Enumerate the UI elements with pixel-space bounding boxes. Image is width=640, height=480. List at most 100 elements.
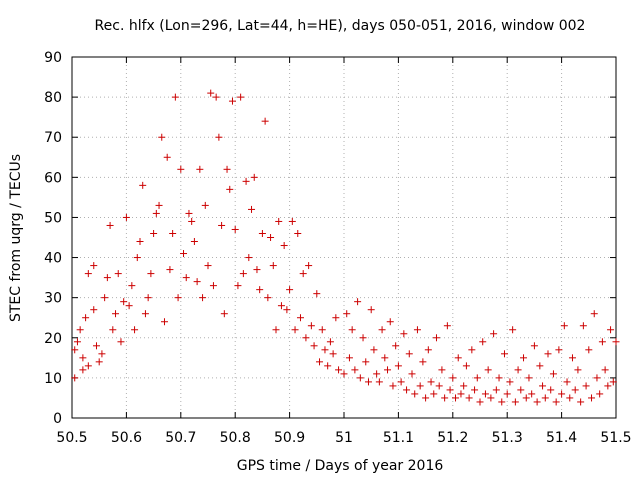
data-point xyxy=(76,326,84,334)
data-point xyxy=(79,354,87,362)
data-point xyxy=(345,354,353,362)
data-point xyxy=(103,274,111,282)
data-point xyxy=(158,133,166,141)
data-point xyxy=(571,386,579,394)
data-point xyxy=(558,390,566,398)
data-point xyxy=(250,173,258,181)
data-point xyxy=(98,350,106,358)
data-point xyxy=(163,153,171,161)
data-point xyxy=(585,346,593,354)
data-point xyxy=(196,165,204,173)
data-point xyxy=(141,310,149,318)
data-point xyxy=(321,346,329,354)
data-point xyxy=(351,366,359,374)
x-tick-label: 51.3 xyxy=(492,430,523,446)
data-point xyxy=(101,294,109,302)
data-point xyxy=(318,326,326,334)
y-axis-ticks: 0 10 20 30 40 50 60 70 80 90 xyxy=(44,50,616,427)
data-point xyxy=(180,250,188,258)
data-point xyxy=(601,366,609,374)
data-point xyxy=(71,346,79,354)
data-point xyxy=(413,326,421,334)
data-point xyxy=(131,326,139,334)
data-point xyxy=(324,362,332,370)
data-point xyxy=(566,394,574,402)
x-tick-label: 50.5 xyxy=(56,430,87,446)
x-tick-label: 50.7 xyxy=(165,430,196,446)
data-point xyxy=(509,326,517,334)
data-point xyxy=(416,382,424,390)
data-point xyxy=(375,378,383,386)
data-point xyxy=(432,334,440,342)
data-point xyxy=(552,398,560,406)
data-point xyxy=(364,378,372,386)
data-point xyxy=(160,318,168,326)
data-point xyxy=(362,358,370,366)
data-point xyxy=(506,378,514,386)
data-point xyxy=(109,326,117,334)
data-point xyxy=(239,270,247,278)
data-point xyxy=(190,238,198,246)
data-point xyxy=(150,229,158,237)
data-point xyxy=(568,354,576,362)
data-point xyxy=(348,326,356,334)
data-point xyxy=(468,346,476,354)
data-point xyxy=(174,294,182,302)
data-point xyxy=(128,282,136,290)
data-point xyxy=(182,274,190,282)
data-point xyxy=(114,270,122,278)
data-point xyxy=(212,93,220,101)
data-point xyxy=(90,262,98,270)
data-point xyxy=(498,398,506,406)
data-point xyxy=(449,374,457,382)
data-point xyxy=(277,302,285,310)
data-point xyxy=(245,254,253,262)
data-point xyxy=(177,165,185,173)
x-tick-label: 51.1 xyxy=(383,430,414,446)
data-point xyxy=(253,266,261,274)
y-tick-label: 20 xyxy=(44,331,62,347)
data-point xyxy=(609,378,617,386)
data-point xyxy=(522,394,530,402)
data-point xyxy=(283,306,291,314)
data-point xyxy=(166,266,174,274)
data-point xyxy=(438,366,446,374)
data-point xyxy=(307,322,315,330)
data-point xyxy=(147,270,155,278)
data-point xyxy=(517,386,525,394)
data-point xyxy=(582,382,590,390)
data-point xyxy=(95,358,103,366)
data-point xyxy=(90,306,98,314)
data-point xyxy=(237,93,245,101)
data-point xyxy=(188,217,196,225)
data-point xyxy=(574,366,582,374)
data-point xyxy=(340,370,348,378)
data-point xyxy=(525,374,533,382)
data-point xyxy=(302,334,310,342)
data-point xyxy=(218,221,226,229)
data-point xyxy=(305,262,313,270)
y-tick-label: 80 xyxy=(44,90,62,106)
data-point xyxy=(533,398,541,406)
data-point xyxy=(367,306,375,314)
data-point xyxy=(370,346,378,354)
data-point xyxy=(201,201,209,209)
data-point xyxy=(427,378,435,386)
data-point xyxy=(122,213,130,221)
data-point xyxy=(386,318,394,326)
data-point xyxy=(288,217,296,225)
data-point xyxy=(612,338,620,346)
data-point xyxy=(280,242,288,250)
data-point xyxy=(443,322,451,330)
x-tick-label: 51 xyxy=(335,430,353,446)
data-point xyxy=(258,229,266,237)
data-point xyxy=(267,234,275,241)
data-point xyxy=(563,378,571,386)
data-point xyxy=(373,370,381,378)
data-point xyxy=(511,398,519,406)
data-point xyxy=(454,354,462,362)
data-point xyxy=(209,282,217,290)
y-tick-label: 50 xyxy=(44,210,62,226)
y-tick-label: 30 xyxy=(44,291,62,307)
